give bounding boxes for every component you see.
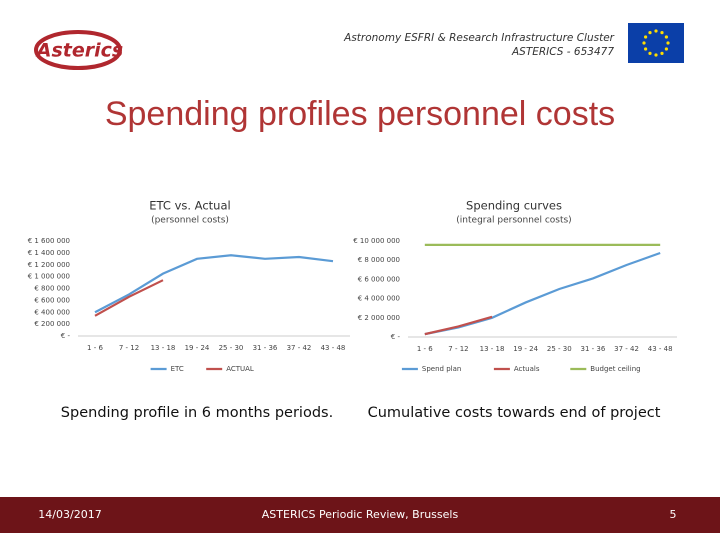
y-tick-label: € 8 000 000 — [358, 256, 400, 264]
caption: Spending profile in 6 months periods. — [61, 405, 333, 421]
x-tick-label: 25 - 30 — [547, 345, 572, 353]
chart-title: Spending curves — [466, 199, 562, 213]
flag — [628, 23, 684, 63]
x-tick-label: 19 - 24 — [185, 344, 210, 352]
legend-label: ETC — [171, 365, 184, 373]
chart-subtitle: (integral personnel costs) — [456, 216, 571, 226]
y-tick-label: € 600 000 — [34, 296, 70, 304]
header-line: ASTERICS - 653477 — [511, 46, 614, 58]
x-tick-label: 13 - 18 — [480, 345, 505, 353]
y-tick-label: € 1 600 000 — [28, 237, 70, 245]
y-tick-label: € - — [391, 333, 401, 341]
star — [648, 31, 652, 35]
footer-bar — [0, 497, 720, 533]
x-tick-label: 43 - 48 — [321, 344, 346, 352]
y-tick-label: € 1 000 000 — [28, 273, 70, 281]
footer-event: ASTERICS Periodic Review, Brussels — [262, 508, 459, 521]
x-tick-label: 37 - 42 — [287, 344, 312, 352]
footer-page: 5 — [670, 508, 677, 521]
caption: Cumulative costs towards end of project — [368, 405, 661, 421]
x-tick-label: 7 - 12 — [119, 344, 139, 352]
y-tick-label: € 1 200 000 — [28, 261, 70, 269]
x-tick-label: 1 - 6 — [417, 345, 433, 353]
star — [642, 41, 646, 45]
x-tick-label: 19 - 24 — [513, 345, 538, 353]
x-tick-label: 37 - 42 — [614, 345, 639, 353]
y-tick-label: € 6 000 000 — [358, 275, 400, 283]
x-tick-label: 31 - 36 — [253, 344, 278, 352]
star — [664, 47, 668, 51]
logo-ring — [34, 30, 122, 70]
y-tick-label: € 400 000 — [34, 308, 70, 316]
star — [654, 53, 658, 57]
series-line — [94, 279, 164, 317]
y-tick-label: € 800 000 — [34, 285, 70, 293]
y-tick-label: € 4 000 000 — [358, 295, 400, 303]
star — [654, 29, 658, 33]
y-tick-label: € - — [61, 332, 71, 340]
eu-flag — [628, 23, 684, 63]
legend-label: Actuals — [514, 365, 540, 373]
series-line — [94, 254, 334, 314]
star — [664, 35, 668, 39]
legend-label: Spend plan — [422, 365, 461, 373]
y-tick-label: € 1 400 000 — [28, 249, 70, 257]
chart-subtitle: (personnel costs) — [151, 216, 229, 226]
y-tick-label: € 2 000 000 — [358, 314, 400, 322]
header-line: Astronomy ESFRI & Research Infrastructur… — [343, 32, 615, 44]
x-tick-label: 13 - 18 — [151, 344, 176, 352]
legend-label: ACTUAL — [226, 365, 254, 373]
chart-title: ETC vs. Actual — [149, 199, 230, 213]
series-line — [424, 315, 493, 336]
star — [660, 31, 664, 35]
x-tick-label: 31 - 36 — [581, 345, 606, 353]
slide-title: Spending profiles personnel costs — [105, 95, 615, 133]
x-tick-label: 25 - 30 — [219, 344, 244, 352]
footer-date: 14/03/2017 — [38, 508, 101, 521]
x-tick-label: 1 - 6 — [87, 344, 103, 352]
y-tick-label: € 200 000 — [34, 320, 70, 328]
star — [644, 47, 648, 51]
y-tick-label: € 10 000 000 — [353, 237, 400, 245]
star — [660, 51, 664, 55]
logo-text: Asterics — [35, 40, 123, 62]
x-tick-label: 43 - 48 — [648, 345, 673, 353]
legend-label: Budget ceiling — [590, 365, 640, 373]
x-tick-label: 7 - 12 — [448, 345, 468, 353]
star — [648, 51, 652, 55]
star — [666, 41, 670, 45]
star — [644, 35, 648, 39]
logo: Asterics — [34, 30, 123, 70]
